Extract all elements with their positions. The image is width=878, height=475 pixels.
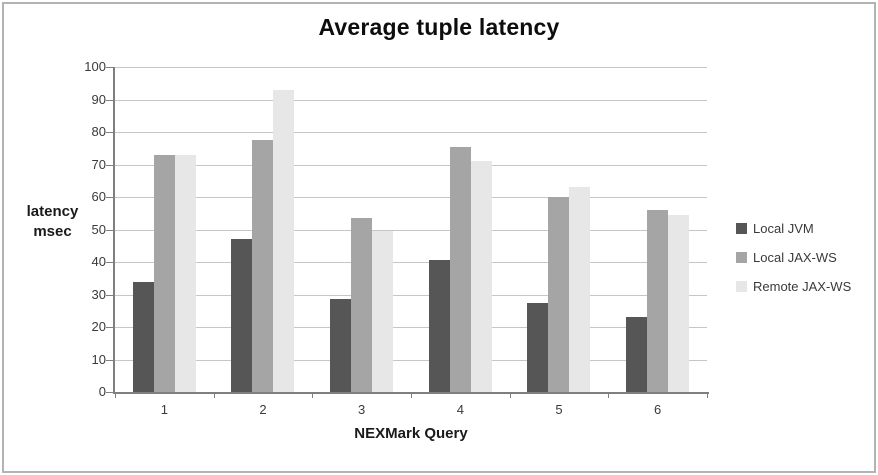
x-tick-mark-3 — [411, 394, 412, 398]
y-tick-label-40: 40 — [91, 254, 106, 269]
gridline-70 — [115, 164, 707, 166]
gridline-80 — [115, 132, 707, 133]
x-tick-label-6: 6 — [654, 402, 662, 417]
y-tick-mark-70 — [106, 164, 113, 166]
y-axis-label: latency msec — [5, 202, 100, 242]
x-tick-label-5: 5 — [555, 402, 563, 417]
y-tick-label-70: 70 — [91, 156, 106, 172]
legend-label-local-jvm: Local JVM — [753, 221, 814, 236]
x-tick-label-4: 4 — [456, 402, 464, 417]
gridline-10 — [115, 359, 707, 361]
x-tick-label-1: 1 — [160, 402, 168, 417]
gridline-60 — [115, 197, 707, 198]
gridline-30 — [115, 294, 707, 296]
x-tick-mark-2 — [312, 394, 314, 398]
legend-item-remote-jax-ws: Remote JAX-WS — [736, 279, 851, 294]
x-axis-label: NEXMark Query — [354, 425, 468, 442]
y-tick-mark-50 — [106, 229, 113, 231]
legend-swatch-remote-jax-ws — [736, 281, 747, 292]
y-tick-label-20: 20 — [91, 319, 106, 334]
bar-remote-jax-ws-q2 — [273, 89, 295, 392]
y-tick-label-30: 30 — [91, 286, 106, 302]
bar-local-jvm-q6 — [626, 317, 648, 392]
y-tick-mark-10 — [106, 359, 113, 361]
x-tick-label-2: 2 — [259, 402, 267, 417]
x-tick-mark-5 — [608, 394, 610, 398]
legend-item-local-jax-ws: Local JAX-WS — [736, 250, 851, 265]
gridline-100 — [115, 67, 707, 68]
bar-group-q4 — [411, 146, 510, 392]
bar-local-jvm-q2 — [231, 239, 253, 392]
bar-remote-jax-ws-q6 — [668, 214, 690, 392]
y-tick-mark-80 — [106, 132, 113, 133]
x-tick-mark-0 — [115, 394, 116, 398]
bar-group-q1 — [115, 154, 214, 392]
bar-group-q6 — [608, 210, 707, 392]
y-tick-mark-60 — [106, 197, 113, 198]
gridline-90 — [115, 99, 707, 101]
x-tick-label-3: 3 — [358, 402, 366, 417]
legend-label-local-jax-ws: Local JAX-WS — [753, 250, 837, 265]
bar-remote-jax-ws-q4 — [470, 161, 492, 392]
bar-group-q2 — [214, 89, 313, 392]
y-axis-line — [113, 67, 115, 394]
y-tick-label-50: 50 — [91, 221, 106, 237]
plot-area — [115, 67, 707, 392]
gridline-40 — [115, 262, 707, 263]
bar-local-jax-ws-q3 — [351, 218, 373, 392]
y-tick-mark-100 — [106, 67, 113, 68]
y-tick-mark-90 — [106, 99, 113, 101]
bar-local-jax-ws-q6 — [647, 210, 669, 392]
bar-group-q5 — [510, 187, 609, 392]
bar-local-jax-ws-q5 — [548, 197, 570, 392]
y-tick-label-100: 100 — [84, 59, 106, 74]
y-tick-label-60: 60 — [91, 189, 106, 204]
bar-local-jax-ws-q1 — [153, 154, 175, 392]
plot-gridlines — [115, 67, 707, 392]
y-tick-label-10: 10 — [91, 351, 106, 367]
y-tick-mark-40 — [106, 262, 113, 263]
legend-item-local-jvm: Local JVM — [736, 221, 851, 236]
x-tick-mark-1 — [213, 394, 215, 398]
x-axis-line — [113, 392, 709, 394]
y-tick-label-90: 90 — [91, 91, 106, 107]
x-tick-mark-6 — [707, 394, 708, 398]
legend-label-remote-jax-ws: Remote JAX-WS — [753, 279, 852, 294]
y-axis-label-line1: latency — [26, 203, 79, 220]
legend-swatch-local-jvm — [736, 223, 747, 234]
bar-group-q3 — [312, 218, 411, 392]
y-tick-label-80: 80 — [91, 124, 106, 139]
y-tick-mark-20 — [106, 327, 113, 328]
bar-local-jax-ws-q2 — [252, 140, 274, 392]
y-tick-mark-30 — [106, 294, 113, 296]
y-axis-label-line2: msec — [33, 223, 72, 240]
legend: Local JVM Local JAX-WS Remote JAX-WS — [736, 221, 851, 308]
bar-local-jvm-q4 — [428, 260, 450, 392]
y-tick-label-0: 0 — [98, 384, 106, 399]
bar-local-jax-ws-q4 — [449, 146, 471, 392]
bar-remote-jax-ws-q3 — [372, 231, 394, 392]
legend-swatch-local-jax-ws — [736, 252, 747, 263]
gridline-20 — [115, 327, 707, 328]
x-tick-mark-4 — [509, 394, 511, 398]
bar-remote-jax-ws-q1 — [174, 154, 196, 392]
bar-local-jvm-q1 — [132, 281, 154, 392]
y-tick-mark-0 — [106, 392, 113, 393]
chart-title: Average tuple latency — [318, 14, 560, 40]
gridline-50 — [115, 229, 707, 231]
bar-local-jvm-q3 — [330, 299, 352, 392]
bar-remote-jax-ws-q5 — [569, 187, 591, 392]
bar-local-jvm-q5 — [527, 302, 549, 392]
